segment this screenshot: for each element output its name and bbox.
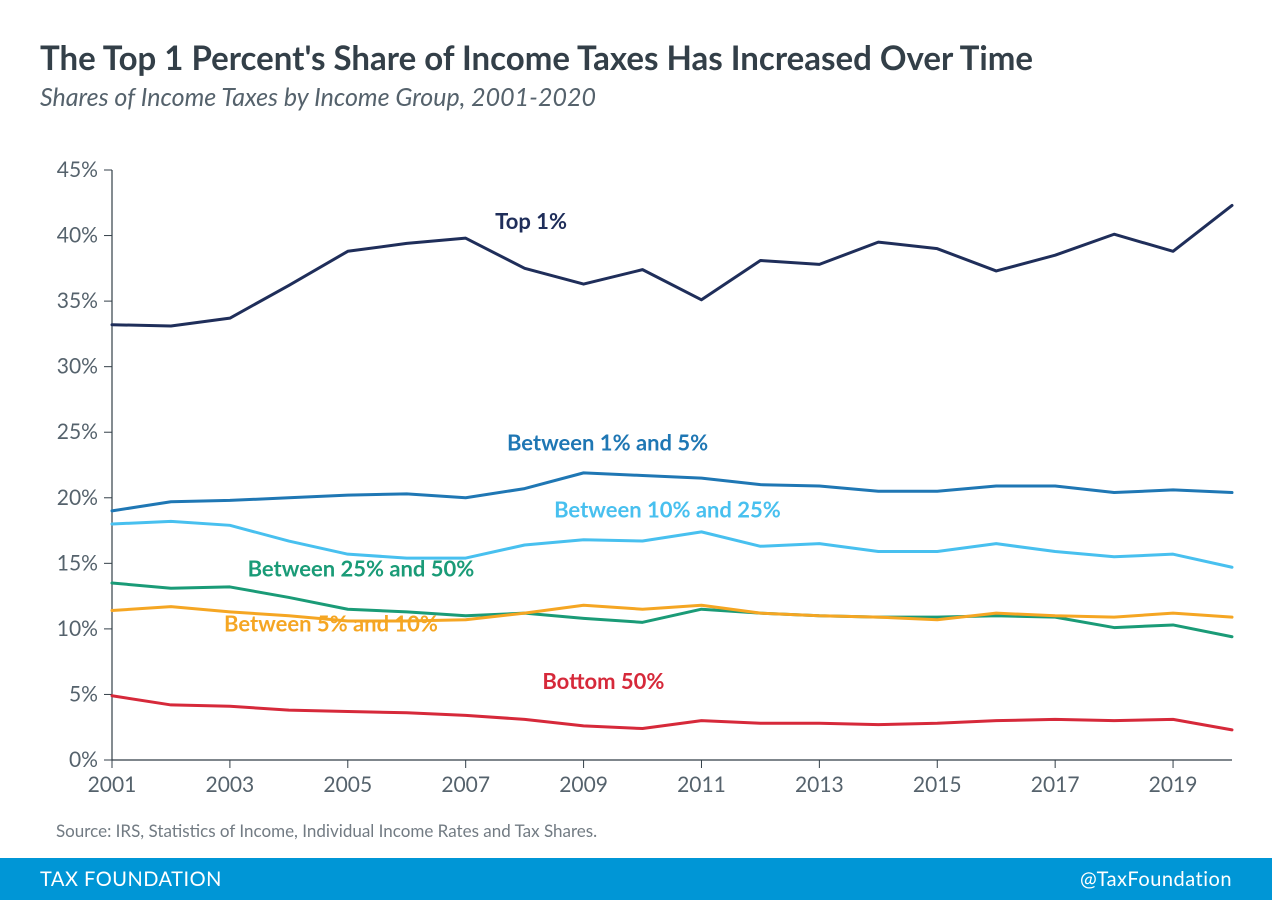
x-tick-label: 2019 (1149, 772, 1198, 797)
series-line-bottom50 (112, 696, 1232, 730)
x-tick-label: 2011 (677, 772, 726, 797)
footer-handle: @TaxFoundation (1080, 867, 1232, 891)
series-label-b1to5: Between 1% and 5% (507, 429, 708, 456)
footer-bar: TAX FOUNDATION @TaxFoundation (0, 858, 1272, 900)
x-tick-label: 2017 (1031, 772, 1080, 797)
series-label-b10to25: Between 10% and 25% (554, 495, 781, 522)
series-label-top1: Top 1% (495, 207, 567, 234)
y-tick-label: 15% (57, 550, 98, 575)
x-tick-label: 2015 (913, 772, 962, 797)
chart-container: The Top 1 Percent's Share of Income Taxe… (0, 0, 1272, 900)
chart-source: Source: IRS, Statistics of Income, Indiv… (56, 820, 597, 841)
x-tick-label: 2009 (559, 772, 608, 797)
y-tick-label: 0% (69, 747, 98, 772)
footer-brand: TAX FOUNDATION (40, 867, 222, 891)
x-tick-label: 2013 (795, 772, 844, 797)
chart-title: The Top 1 Percent's Share of Income Taxe… (40, 38, 1033, 78)
y-tick-label: 40% (57, 223, 98, 248)
y-tick-label: 20% (57, 485, 98, 510)
x-tick-label: 2007 (441, 772, 490, 797)
x-tick-label: 2005 (323, 772, 372, 797)
series-line-top1 (112, 205, 1232, 326)
x-tick-label: 2001 (88, 772, 137, 797)
chart-plot-area: 0%5%10%15%20%25%30%35%40%45%200120032005… (72, 160, 1232, 780)
x-tick-label: 2003 (206, 772, 255, 797)
series-label-bottom50: Bottom 50% (542, 667, 664, 694)
y-tick-label: 35% (57, 288, 98, 313)
y-tick-label: 25% (57, 419, 98, 444)
y-tick-label: 10% (57, 616, 98, 641)
y-tick-label: 30% (57, 354, 98, 379)
chart-subtitle: Shares of Income Taxes by Income Group, … (40, 82, 596, 112)
series-label-b25to50: Between 25% and 50% (248, 554, 475, 581)
y-tick-label: 45% (57, 157, 98, 182)
y-tick-label: 5% (69, 681, 98, 706)
chart-svg: 0%5%10%15%20%25%30%35%40%45%200120032005… (72, 160, 1232, 780)
series-label-b5to10: Between 5% and 10% (224, 610, 438, 637)
